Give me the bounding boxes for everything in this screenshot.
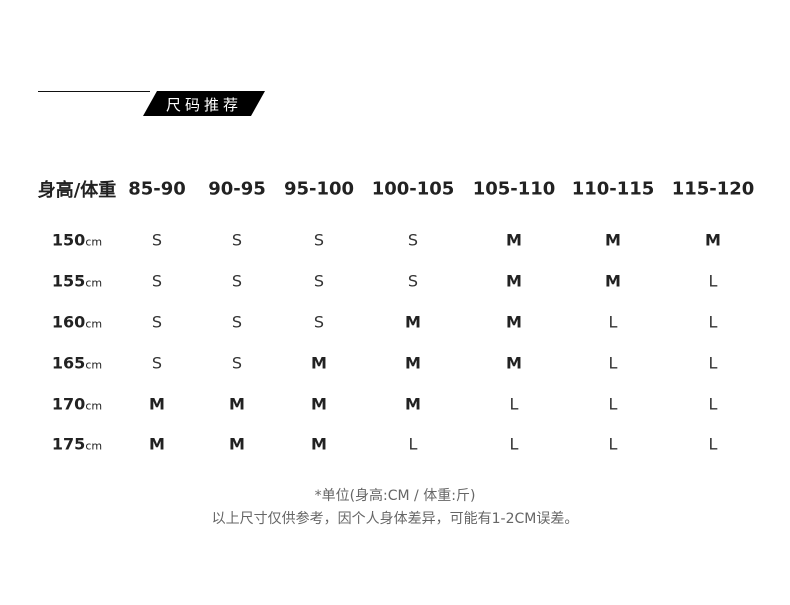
size-cell: M: [405, 312, 421, 332]
row-label: 155cm: [52, 272, 102, 291]
size-cell: M: [506, 353, 522, 373]
size-cell: S: [313, 312, 325, 332]
size-cell: S: [231, 271, 243, 291]
size-cell: S: [313, 230, 325, 250]
size-cell: M: [311, 394, 327, 414]
row-unit: cm: [85, 276, 103, 290]
row-height: 170: [51, 394, 86, 414]
size-cell: L: [708, 353, 718, 373]
row-height: 155: [51, 271, 86, 291]
row-label: 175cm: [52, 435, 102, 454]
size-cell: M: [405, 353, 421, 373]
size-cell: S: [231, 312, 243, 332]
size-cell: L: [608, 353, 618, 373]
corner-header: 身高/体重: [37, 180, 117, 201]
size-cell: M: [149, 394, 165, 414]
row-height: 160: [51, 312, 86, 332]
size-cell: M: [506, 230, 522, 250]
disclaimer-note: 以上尺寸仅供参考，因个人身体差异，可能有1-2CM误差。: [211, 511, 579, 527]
row-label: 170cm: [52, 395, 102, 414]
size-cell: M: [705, 230, 721, 250]
row-height: 150: [51, 230, 86, 250]
size-cell: S: [151, 312, 163, 332]
size-cell: L: [608, 312, 618, 332]
size-cell: M: [506, 312, 522, 332]
size-cell: L: [608, 434, 618, 454]
row-unit: cm: [85, 439, 103, 453]
size-cell: M: [405, 394, 421, 414]
row-label: 150cm: [52, 231, 102, 250]
column-header: 115-120: [671, 178, 755, 200]
section-title: 尺码推荐: [165, 96, 242, 114]
size-cell: L: [708, 434, 718, 454]
size-cell: S: [151, 230, 163, 250]
column-header: 110-115: [571, 178, 655, 200]
row-unit: cm: [85, 317, 103, 331]
size-cell: M: [506, 271, 522, 291]
size-cell: M: [229, 394, 245, 414]
row-label: 160cm: [52, 313, 102, 332]
size-cell: M: [605, 230, 621, 250]
size-cell: L: [408, 434, 418, 454]
column-header: 90-95: [208, 178, 266, 200]
size-cell: M: [149, 434, 165, 454]
size-cell: M: [605, 271, 621, 291]
size-cell: S: [313, 271, 325, 291]
size-cell: L: [509, 434, 519, 454]
size-cell: S: [151, 271, 163, 291]
size-cell: S: [407, 271, 419, 291]
row-unit: cm: [85, 358, 103, 372]
title-rule: [38, 91, 150, 92]
size-cell: M: [311, 434, 327, 454]
row-height: 175: [51, 434, 86, 454]
size-cell: S: [151, 353, 163, 373]
section-title-banner: 尺码推荐: [143, 91, 265, 116]
size-cell: L: [708, 271, 718, 291]
size-cell: M: [229, 434, 245, 454]
row-label: 165cm: [52, 354, 102, 373]
size-cell: S: [231, 230, 243, 250]
size-cell: L: [509, 394, 519, 414]
column-header: 95-100: [283, 178, 355, 200]
size-cell: M: [311, 353, 327, 373]
column-header: 105-110: [472, 178, 556, 200]
column-header: 85-90: [128, 178, 186, 200]
size-cell: L: [608, 394, 618, 414]
row-height: 165: [51, 353, 86, 373]
size-cell: S: [407, 230, 419, 250]
column-header: 100-105: [371, 178, 455, 200]
row-unit: cm: [85, 235, 103, 249]
size-cell: L: [708, 312, 718, 332]
row-unit: cm: [85, 399, 103, 413]
size-cell: L: [708, 394, 718, 414]
unit-note: *单位(身高:CM / 体重:斤): [314, 488, 476, 504]
size-cell: S: [231, 353, 243, 373]
